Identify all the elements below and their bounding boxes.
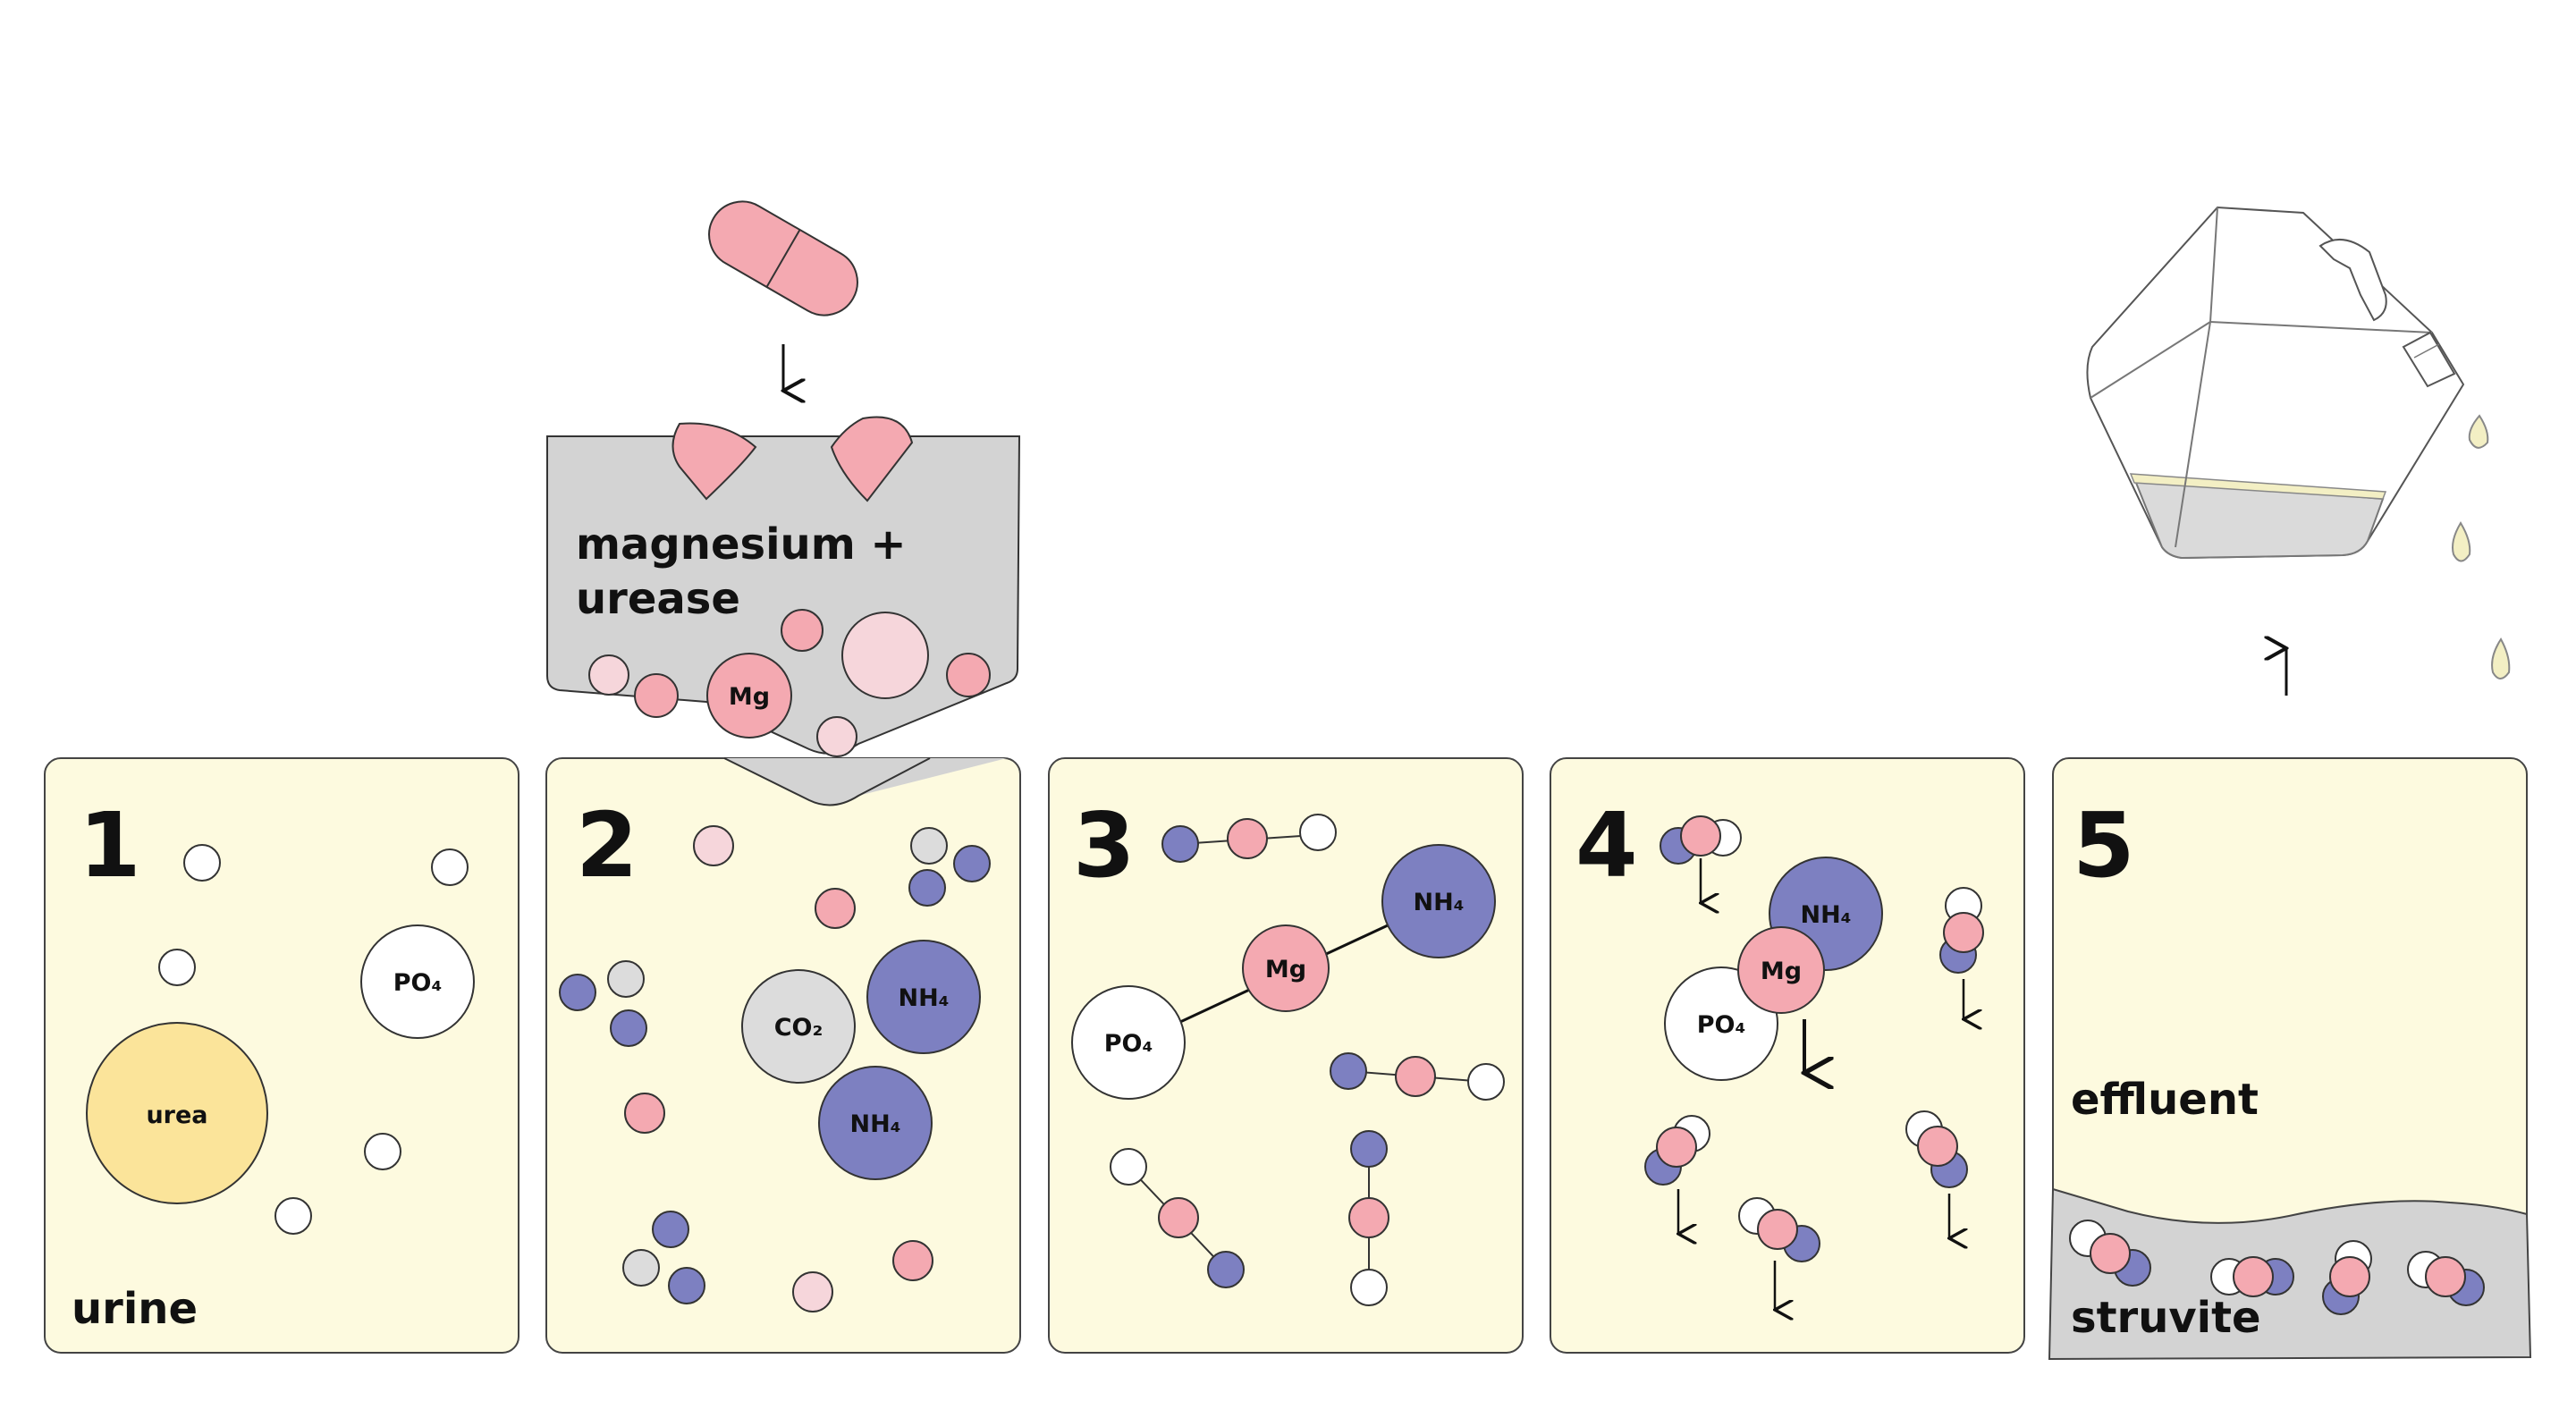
phosphate-molecule xyxy=(360,924,475,1039)
molecule xyxy=(622,1249,660,1287)
ammonium-ion xyxy=(1161,825,1199,863)
struvite-cluster xyxy=(1905,1110,1968,1238)
panel-3: 3 NH₄ Mg PO₄ xyxy=(1048,757,1524,1354)
magnesium-ion xyxy=(946,653,991,697)
ammonium-ion xyxy=(1207,1251,1245,1288)
ammonium-ion xyxy=(953,845,991,882)
capsule-icon xyxy=(708,200,858,317)
panel-word-urine: urine xyxy=(72,1284,198,1334)
struvite-cluster xyxy=(1660,815,1742,903)
urea-label: urea xyxy=(146,1101,207,1129)
magnesium-ion xyxy=(1242,924,1330,1012)
droplet-icon xyxy=(2452,521,2471,562)
magnesium-ion xyxy=(634,673,679,718)
molecule xyxy=(274,1197,312,1235)
struvite-cluster xyxy=(1738,1197,1820,1310)
magnesium-ion xyxy=(1737,926,1825,1014)
step-number: 4 xyxy=(1575,793,1638,898)
mg-label: Mg xyxy=(1761,958,1802,985)
magnesium-ion xyxy=(892,1240,933,1281)
droplet-icon xyxy=(2468,414,2489,449)
struvite-cluster xyxy=(2210,1256,2294,1297)
panel-5: 5 effluent struvite xyxy=(2048,757,2532,1361)
additive-label-line1: magnesium + xyxy=(576,519,907,570)
urease-molecule xyxy=(792,1271,833,1312)
molecule xyxy=(158,949,196,986)
po4-label: PO₄ xyxy=(1697,1011,1746,1039)
magnesium-ion xyxy=(1348,1197,1389,1238)
co2-molecule xyxy=(741,969,856,1084)
step-number: 5 xyxy=(2073,793,2135,898)
droplet-icon xyxy=(2491,637,2511,679)
ammonium-ion xyxy=(668,1267,705,1304)
po4-label: PO₄ xyxy=(1104,1030,1153,1058)
ammonium-ion xyxy=(1350,1130,1388,1168)
mg-label: Mg xyxy=(729,683,770,711)
struvite-cluster xyxy=(2069,1220,2151,1287)
magnesium-ion xyxy=(1395,1056,1436,1097)
molecule xyxy=(910,827,948,865)
panel-word-effluent: effluent xyxy=(2071,1075,2259,1125)
magnesium-ion xyxy=(706,653,792,739)
magnesium-ion xyxy=(1158,1197,1199,1238)
phosphate-molecule xyxy=(1299,814,1337,851)
ammonium-ion xyxy=(559,974,596,1011)
ammonium-ion xyxy=(1330,1052,1367,1090)
panel-1: 1 PO₄ urea urine xyxy=(44,757,519,1354)
canister-icon xyxy=(2086,206,2465,560)
molecule xyxy=(183,844,221,882)
magnesium-ion xyxy=(1227,818,1268,859)
po4-label: PO₄ xyxy=(393,969,443,997)
co2-label: CO₂ xyxy=(774,1014,823,1042)
urease-molecule xyxy=(841,612,929,699)
ammonium-ion xyxy=(866,940,981,1054)
phosphate-molecule xyxy=(1071,985,1186,1100)
panel-4: 4 xyxy=(1550,757,2025,1354)
ammonium-ion xyxy=(652,1211,689,1248)
nh4-label: NH₄ xyxy=(849,1110,900,1138)
struvite-cluster xyxy=(2322,1240,2372,1315)
ammonium-ion xyxy=(610,1009,647,1047)
nh4-label: NH₄ xyxy=(898,984,949,1012)
molecule xyxy=(364,1133,401,1170)
phosphate-molecule xyxy=(1350,1269,1388,1306)
urease-molecule xyxy=(693,825,734,866)
struvite-cluster xyxy=(1939,887,1984,1019)
struvite-cluster xyxy=(2407,1251,2485,1306)
ammonium-ion xyxy=(908,869,946,907)
nh4-label: NH₄ xyxy=(1413,889,1464,916)
magnesium-ion xyxy=(781,609,823,652)
step-number: 1 xyxy=(79,793,141,898)
molecule xyxy=(607,960,645,998)
magnesium-ion xyxy=(815,888,856,929)
urease-molecule xyxy=(816,716,857,757)
panel-2: 2 CO₂ NH₄ NH₄ xyxy=(545,757,1021,1354)
molecule xyxy=(431,848,469,886)
phosphate-molecule xyxy=(1110,1148,1147,1186)
panel-word-struvite: struvite xyxy=(2071,1293,2261,1343)
additive-block: magnesium + urease Mg xyxy=(546,416,1021,757)
ammonium-ion xyxy=(1381,844,1496,958)
step-number: 3 xyxy=(1073,793,1136,898)
struvite-cluster xyxy=(1644,1115,1710,1234)
additive-label-line2: urease xyxy=(576,574,740,624)
step-number: 2 xyxy=(576,793,638,898)
phosphate-molecule xyxy=(1467,1063,1505,1101)
magnesium-ion xyxy=(624,1093,665,1134)
ammonium-ion xyxy=(818,1066,933,1180)
urease-molecule xyxy=(588,654,629,696)
urea-molecule xyxy=(86,1022,268,1204)
nh4-label: NH₄ xyxy=(1800,901,1851,929)
mg-label: Mg xyxy=(1265,956,1306,983)
